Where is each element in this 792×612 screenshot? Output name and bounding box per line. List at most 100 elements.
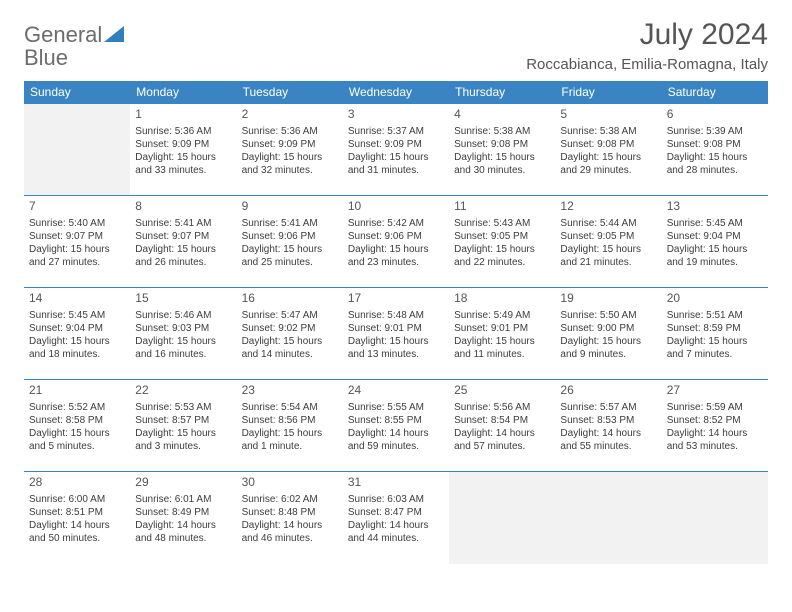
day-number: 17 xyxy=(348,291,444,307)
day-number: 1 xyxy=(135,107,231,123)
day-number: 8 xyxy=(135,199,231,215)
day-info: Sunrise: 5:39 AMSunset: 9:08 PMDaylight:… xyxy=(667,125,763,177)
logo-text: General Blue xyxy=(24,24,124,70)
calendar-cell: 23Sunrise: 5:54 AMSunset: 8:56 PMDayligh… xyxy=(237,380,343,472)
calendar-cell: 3 Sunrise: 5:37 AMSunset: 9:09 PMDaylight… xyxy=(343,104,449,196)
day-number: 10 xyxy=(348,199,444,215)
day-number: 31 xyxy=(348,475,444,491)
day-info: Sunrise: 5:55 AMSunset: 8:55 PMDaylight:… xyxy=(348,401,444,453)
calendar-cell: 22 Sunrise: 5:53 AMSunset: 8:57 PMDayligh… xyxy=(130,380,236,472)
day-info: Sunrise: 5:48 AMSunset: 9:01 PMDaylight:… xyxy=(348,309,444,361)
calendar-cell: 26 Sunrise: 5:57 AMSunset: 8:53 PMDayligh… xyxy=(555,380,661,472)
day-info: Sunrise: 6:01 AMSunset: 8:49 PMDaylight:… xyxy=(135,493,231,545)
day-number: 13 xyxy=(667,199,763,215)
day-info: Sunrise: 5:38 AMSunset: 9:08 PMDaylight:… xyxy=(454,125,550,177)
day-header: Thursday xyxy=(449,81,555,104)
calendar-cell xyxy=(24,104,130,196)
calendar-cell: 8 Sunrise: 5:41 AMSunset: 9:07 PMDaylight… xyxy=(130,196,236,288)
calendar-cell: 13 Sunrise: 5:45 AMSunset: 9:04 PMDayligh… xyxy=(662,196,768,288)
calendar-week-row: 28 Sunrise: 6:00 AMSunset: 8:51 PMDayligh… xyxy=(24,472,768,564)
day-info: Sunrise: 5:41 AMSunset: 9:06 PMDaylight:… xyxy=(242,217,338,269)
day-info: Sunrise: 5:36 AMSunset: 9:09 PMDaylight:… xyxy=(135,125,231,177)
calendar-cell: 30Sunrise: 6:02 AMSunset: 8:48 PMDayligh… xyxy=(237,472,343,564)
day-info: Sunrise: 5:56 AMSunset: 8:54 PMDaylight:… xyxy=(454,401,550,453)
calendar-cell: 28 Sunrise: 6:00 AMSunset: 8:51 PMDayligh… xyxy=(24,472,130,564)
day-number: 14 xyxy=(29,291,125,307)
day-number: 12 xyxy=(560,199,656,215)
day-info: Sunrise: 6:00 AMSunset: 8:51 PMDaylight:… xyxy=(29,493,125,545)
calendar-cell: 16Sunrise: 5:47 AMSunset: 9:02 PMDayligh… xyxy=(237,288,343,380)
day-number: 5 xyxy=(560,107,656,123)
day-number: 23 xyxy=(242,383,338,399)
day-number: 20 xyxy=(667,291,763,307)
header: General Blue July 2024 Roccabianca, Emil… xyxy=(24,18,768,73)
logo-part2: Blue xyxy=(24,45,68,70)
day-number: 24 xyxy=(348,383,444,399)
day-number: 26 xyxy=(560,383,656,399)
day-info: Sunrise: 5:38 AMSunset: 9:08 PMDaylight:… xyxy=(560,125,656,177)
calendar-cell: 9Sunrise: 5:41 AMSunset: 9:06 PMDaylight… xyxy=(237,196,343,288)
day-info: Sunrise: 5:45 AMSunset: 9:04 PMDaylight:… xyxy=(667,217,763,269)
calendar-head: SundayMondayTuesdayWednesdayThursdayFrid… xyxy=(24,81,768,104)
calendar-week-row: 7 Sunrise: 5:40 AMSunset: 9:07 PMDaylight… xyxy=(24,196,768,288)
day-info: Sunrise: 5:50 AMSunset: 9:00 PMDaylight:… xyxy=(560,309,656,361)
calendar-cell: 2 Sunrise: 5:36 AMSunset: 9:09 PMDaylight… xyxy=(237,104,343,196)
day-number: 6 xyxy=(667,107,763,123)
calendar-cell: 11 Sunrise: 5:43 AMSunset: 9:05 PMDayligh… xyxy=(449,196,555,288)
day-number: 3 xyxy=(348,107,444,123)
day-info: Sunrise: 5:47 AMSunset: 9:02 PMDaylight:… xyxy=(242,309,338,361)
logo-triangle-icon xyxy=(104,26,124,42)
calendar-cell: 20 Sunrise: 5:51 AMSunset: 8:59 PMDayligh… xyxy=(662,288,768,380)
day-header: Monday xyxy=(130,81,236,104)
day-info: Sunrise: 5:42 AMSunset: 9:06 PMDaylight:… xyxy=(348,217,444,269)
day-number: 29 xyxy=(135,475,231,491)
calendar-cell xyxy=(555,472,661,564)
logo: General Blue xyxy=(24,24,124,70)
day-number: 7 xyxy=(29,199,125,215)
day-number: 15 xyxy=(135,291,231,307)
calendar-cell: 25 Sunrise: 5:56 AMSunset: 8:54 PMDayligh… xyxy=(449,380,555,472)
day-info: Sunrise: 5:53 AMSunset: 8:57 PMDaylight:… xyxy=(135,401,231,453)
day-header: Wednesday xyxy=(343,81,449,104)
day-info: Sunrise: 5:49 AMSunset: 9:01 PMDaylight:… xyxy=(454,309,550,361)
day-header: Friday xyxy=(555,81,661,104)
day-info: Sunrise: 5:41 AMSunset: 9:07 PMDaylight:… xyxy=(135,217,231,269)
day-number: 18 xyxy=(454,291,550,307)
day-info: Sunrise: 5:37 AMSunset: 9:09 PMDaylight:… xyxy=(348,125,444,177)
day-number: 2 xyxy=(242,107,338,123)
day-info: Sunrise: 5:51 AMSunset: 8:59 PMDaylight:… xyxy=(667,309,763,361)
day-number: 25 xyxy=(454,383,550,399)
day-info: Sunrise: 5:46 AMSunset: 9:03 PMDaylight:… xyxy=(135,309,231,361)
month-title: July 2024 xyxy=(526,18,768,52)
title-block: July 2024 Roccabianca, Emilia-Romagna, I… xyxy=(526,18,768,73)
calendar-cell: 21Sunrise: 5:52 AMSunset: 8:58 PMDayligh… xyxy=(24,380,130,472)
calendar-cell: 17 Sunrise: 5:48 AMSunset: 9:01 PMDayligh… xyxy=(343,288,449,380)
day-info: Sunrise: 5:57 AMSunset: 8:53 PMDaylight:… xyxy=(560,401,656,453)
calendar-cell xyxy=(662,472,768,564)
day-info: Sunrise: 5:52 AMSunset: 8:58 PMDaylight:… xyxy=(29,401,125,453)
calendar-cell: 29 Sunrise: 6:01 AMSunset: 8:49 PMDayligh… xyxy=(130,472,236,564)
calendar-cell: 14Sunrise: 5:45 AMSunset: 9:04 PMDayligh… xyxy=(24,288,130,380)
calendar-cell: 27Sunrise: 5:59 AMSunset: 8:52 PMDayligh… xyxy=(662,380,768,472)
day-info: Sunrise: 5:40 AMSunset: 9:07 PMDaylight:… xyxy=(29,217,125,269)
calendar-cell: 19Sunrise: 5:50 AMSunset: 9:00 PMDayligh… xyxy=(555,288,661,380)
calendar-cell: 18 Sunrise: 5:49 AMSunset: 9:01 PMDayligh… xyxy=(449,288,555,380)
day-info: Sunrise: 5:43 AMSunset: 9:05 PMDaylight:… xyxy=(454,217,550,269)
day-number: 22 xyxy=(135,383,231,399)
calendar-cell: 6 Sunrise: 5:39 AMSunset: 9:08 PMDaylight… xyxy=(662,104,768,196)
day-number: 11 xyxy=(454,199,550,215)
calendar-cell: 12 Sunrise: 5:44 AMSunset: 9:05 PMDayligh… xyxy=(555,196,661,288)
day-number: 28 xyxy=(29,475,125,491)
day-info: Sunrise: 5:59 AMSunset: 8:52 PMDaylight:… xyxy=(667,401,763,453)
calendar-body: 1 Sunrise: 5:36 AMSunset: 9:09 PMDaylight… xyxy=(24,104,768,564)
day-info: Sunrise: 6:03 AMSunset: 8:47 PMDaylight:… xyxy=(348,493,444,545)
calendar-cell: 24 Sunrise: 5:55 AMSunset: 8:55 PMDayligh… xyxy=(343,380,449,472)
calendar-cell xyxy=(449,472,555,564)
day-number: 30 xyxy=(242,475,338,491)
day-info: Sunrise: 5:44 AMSunset: 9:05 PMDaylight:… xyxy=(560,217,656,269)
day-info: Sunrise: 5:36 AMSunset: 9:09 PMDaylight:… xyxy=(242,125,338,177)
day-header-row: SundayMondayTuesdayWednesdayThursdayFrid… xyxy=(24,81,768,104)
calendar-cell: 10 Sunrise: 5:42 AMSunset: 9:06 PMDayligh… xyxy=(343,196,449,288)
day-header: Tuesday xyxy=(237,81,343,104)
calendar-week-row: 21Sunrise: 5:52 AMSunset: 8:58 PMDayligh… xyxy=(24,380,768,472)
